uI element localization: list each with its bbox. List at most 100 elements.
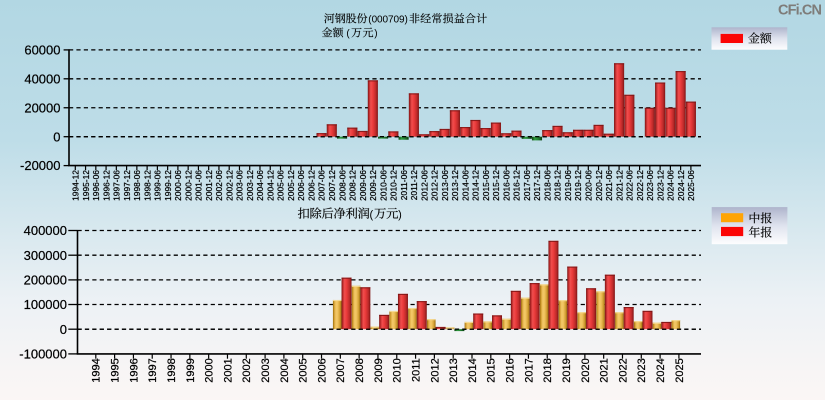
svg-text:2023: 2023 — [636, 358, 648, 382]
svg-text:2004-12: 2004-12 — [265, 170, 275, 201]
svg-text:2002: 2002 — [241, 358, 253, 382]
svg-text:2001-12: 2001-12 — [204, 170, 214, 201]
svg-text:1996-06: 1996-06 — [91, 170, 101, 201]
svg-text:1997-12: 1997-12 — [122, 170, 132, 201]
svg-text:2009-06: 2009-06 — [358, 170, 368, 201]
svg-text:100000: 100000 — [24, 297, 67, 312]
svg-text:2020-12: 2020-12 — [594, 170, 604, 201]
svg-text:2013-12: 2013-12 — [450, 170, 460, 201]
svg-text:2003-12: 2003-12 — [245, 170, 255, 201]
svg-text:2021-12: 2021-12 — [614, 170, 624, 201]
svg-text:2023-06: 2023-06 — [645, 170, 655, 201]
svg-text:2012-06: 2012-06 — [419, 170, 429, 201]
svg-text:2019: 2019 — [561, 358, 573, 382]
svg-text:20000: 20000 — [24, 100, 60, 115]
svg-text:2000-12: 2000-12 — [183, 170, 193, 201]
svg-text:2024-12: 2024-12 — [676, 170, 686, 201]
svg-text:2005-06: 2005-06 — [276, 170, 286, 201]
svg-text:2014: 2014 — [467, 358, 479, 382]
svg-text:40000: 40000 — [24, 71, 60, 86]
svg-text:2019-06: 2019-06 — [563, 170, 573, 201]
svg-text:1999-06: 1999-06 — [153, 170, 163, 201]
svg-text:2016-06: 2016-06 — [501, 170, 511, 201]
svg-text:2007-06: 2007-06 — [317, 170, 327, 201]
svg-text:2018-12: 2018-12 — [553, 170, 563, 201]
svg-text:1995-12: 1995-12 — [81, 170, 91, 201]
svg-text:): ) — [398, 209, 402, 221]
svg-text:2002-12: 2002-12 — [224, 170, 234, 201]
svg-text:2009: 2009 — [373, 358, 385, 382]
svg-text:1996: 1996 — [128, 358, 140, 382]
svg-text:2016-12: 2016-12 — [512, 170, 522, 201]
svg-text:2011-06: 2011-06 — [399, 170, 409, 200]
svg-text:1999-12: 1999-12 — [163, 170, 173, 201]
svg-text:2002-06: 2002-06 — [214, 170, 224, 201]
svg-text:1997: 1997 — [147, 358, 159, 382]
svg-text:2017-12: 2017-12 — [532, 170, 542, 201]
svg-text:2007: 2007 — [335, 358, 347, 382]
svg-text:2001-06: 2001-06 — [194, 170, 204, 201]
svg-text:0: 0 — [53, 129, 60, 144]
svg-text:1994-12: 1994-12 — [71, 170, 81, 201]
svg-text:2017-06: 2017-06 — [522, 170, 532, 201]
svg-text:1997-06: 1997-06 — [112, 170, 122, 201]
svg-text:-20000: -20000 — [20, 158, 60, 173]
svg-text:2010-06: 2010-06 — [378, 170, 388, 201]
svg-text:2006: 2006 — [316, 358, 328, 382]
svg-text:1999: 1999 — [185, 358, 197, 382]
svg-text:-100000: -100000 — [19, 347, 67, 362]
svg-text:2006-12: 2006-12 — [306, 170, 316, 201]
svg-text:1995: 1995 — [110, 358, 122, 382]
svg-text:2011: 2011 — [410, 358, 422, 382]
svg-text:2024-06: 2024-06 — [666, 170, 676, 201]
svg-text:2004: 2004 — [279, 358, 291, 382]
svg-text:2008: 2008 — [354, 358, 366, 382]
svg-text:2008-12: 2008-12 — [348, 170, 358, 201]
svg-text:2022-12: 2022-12 — [635, 170, 645, 201]
svg-text:2014-12: 2014-12 — [471, 170, 481, 201]
svg-text:2015: 2015 — [486, 358, 498, 382]
svg-text:(: ( — [370, 209, 374, 221]
svg-text:CFi.CN: CFi.CN — [778, 3, 822, 19]
svg-text:300000: 300000 — [24, 248, 67, 263]
svg-text:2016: 2016 — [505, 358, 517, 382]
svg-text:2006-06: 2006-06 — [296, 170, 306, 201]
svg-text:2000: 2000 — [204, 358, 216, 382]
svg-text:2004-06: 2004-06 — [255, 170, 265, 201]
svg-text:2017: 2017 — [523, 358, 535, 382]
svg-text:2005: 2005 — [298, 358, 310, 382]
svg-text:2013: 2013 — [448, 358, 460, 382]
svg-text:2012-12: 2012-12 — [430, 170, 440, 201]
svg-text:400000: 400000 — [24, 223, 67, 238]
svg-text:2014-06: 2014-06 — [460, 170, 470, 201]
svg-text:1998: 1998 — [166, 358, 178, 382]
svg-text:2025-06: 2025-06 — [686, 170, 696, 201]
svg-text:2009-12: 2009-12 — [368, 170, 378, 201]
svg-text:2003: 2003 — [260, 358, 272, 382]
svg-text:2012: 2012 — [429, 358, 441, 382]
svg-text:(: ( — [346, 29, 350, 40]
svg-text:2021: 2021 — [599, 358, 611, 382]
svg-text:2010-12: 2010-12 — [389, 170, 399, 201]
svg-text:2019-12: 2019-12 — [573, 170, 583, 201]
svg-text:2000-06: 2000-06 — [173, 170, 183, 201]
svg-text:1998-06: 1998-06 — [132, 170, 142, 201]
svg-text:2007-12: 2007-12 — [327, 170, 337, 201]
svg-text:1998-12: 1998-12 — [142, 170, 152, 201]
svg-text:1994: 1994 — [91, 358, 103, 382]
svg-text:2024: 2024 — [655, 358, 667, 382]
svg-text:2011-12: 2011-12 — [409, 170, 419, 200]
svg-text:200000: 200000 — [24, 273, 67, 288]
svg-text:0: 0 — [60, 322, 67, 337]
svg-text:): ) — [374, 29, 377, 40]
svg-text:2001: 2001 — [222, 358, 234, 382]
svg-text:2010: 2010 — [392, 358, 404, 382]
svg-text:1996-12: 1996-12 — [101, 170, 111, 201]
svg-text:2018: 2018 — [542, 358, 554, 382]
svg-text:2023-12: 2023-12 — [655, 170, 665, 201]
svg-text:2008-06: 2008-06 — [337, 170, 347, 201]
svg-text:2022: 2022 — [617, 358, 629, 382]
svg-text:2003-06: 2003-06 — [235, 170, 245, 201]
svg-text:2013-06: 2013-06 — [440, 170, 450, 201]
svg-text:2021-06: 2021-06 — [604, 170, 614, 201]
